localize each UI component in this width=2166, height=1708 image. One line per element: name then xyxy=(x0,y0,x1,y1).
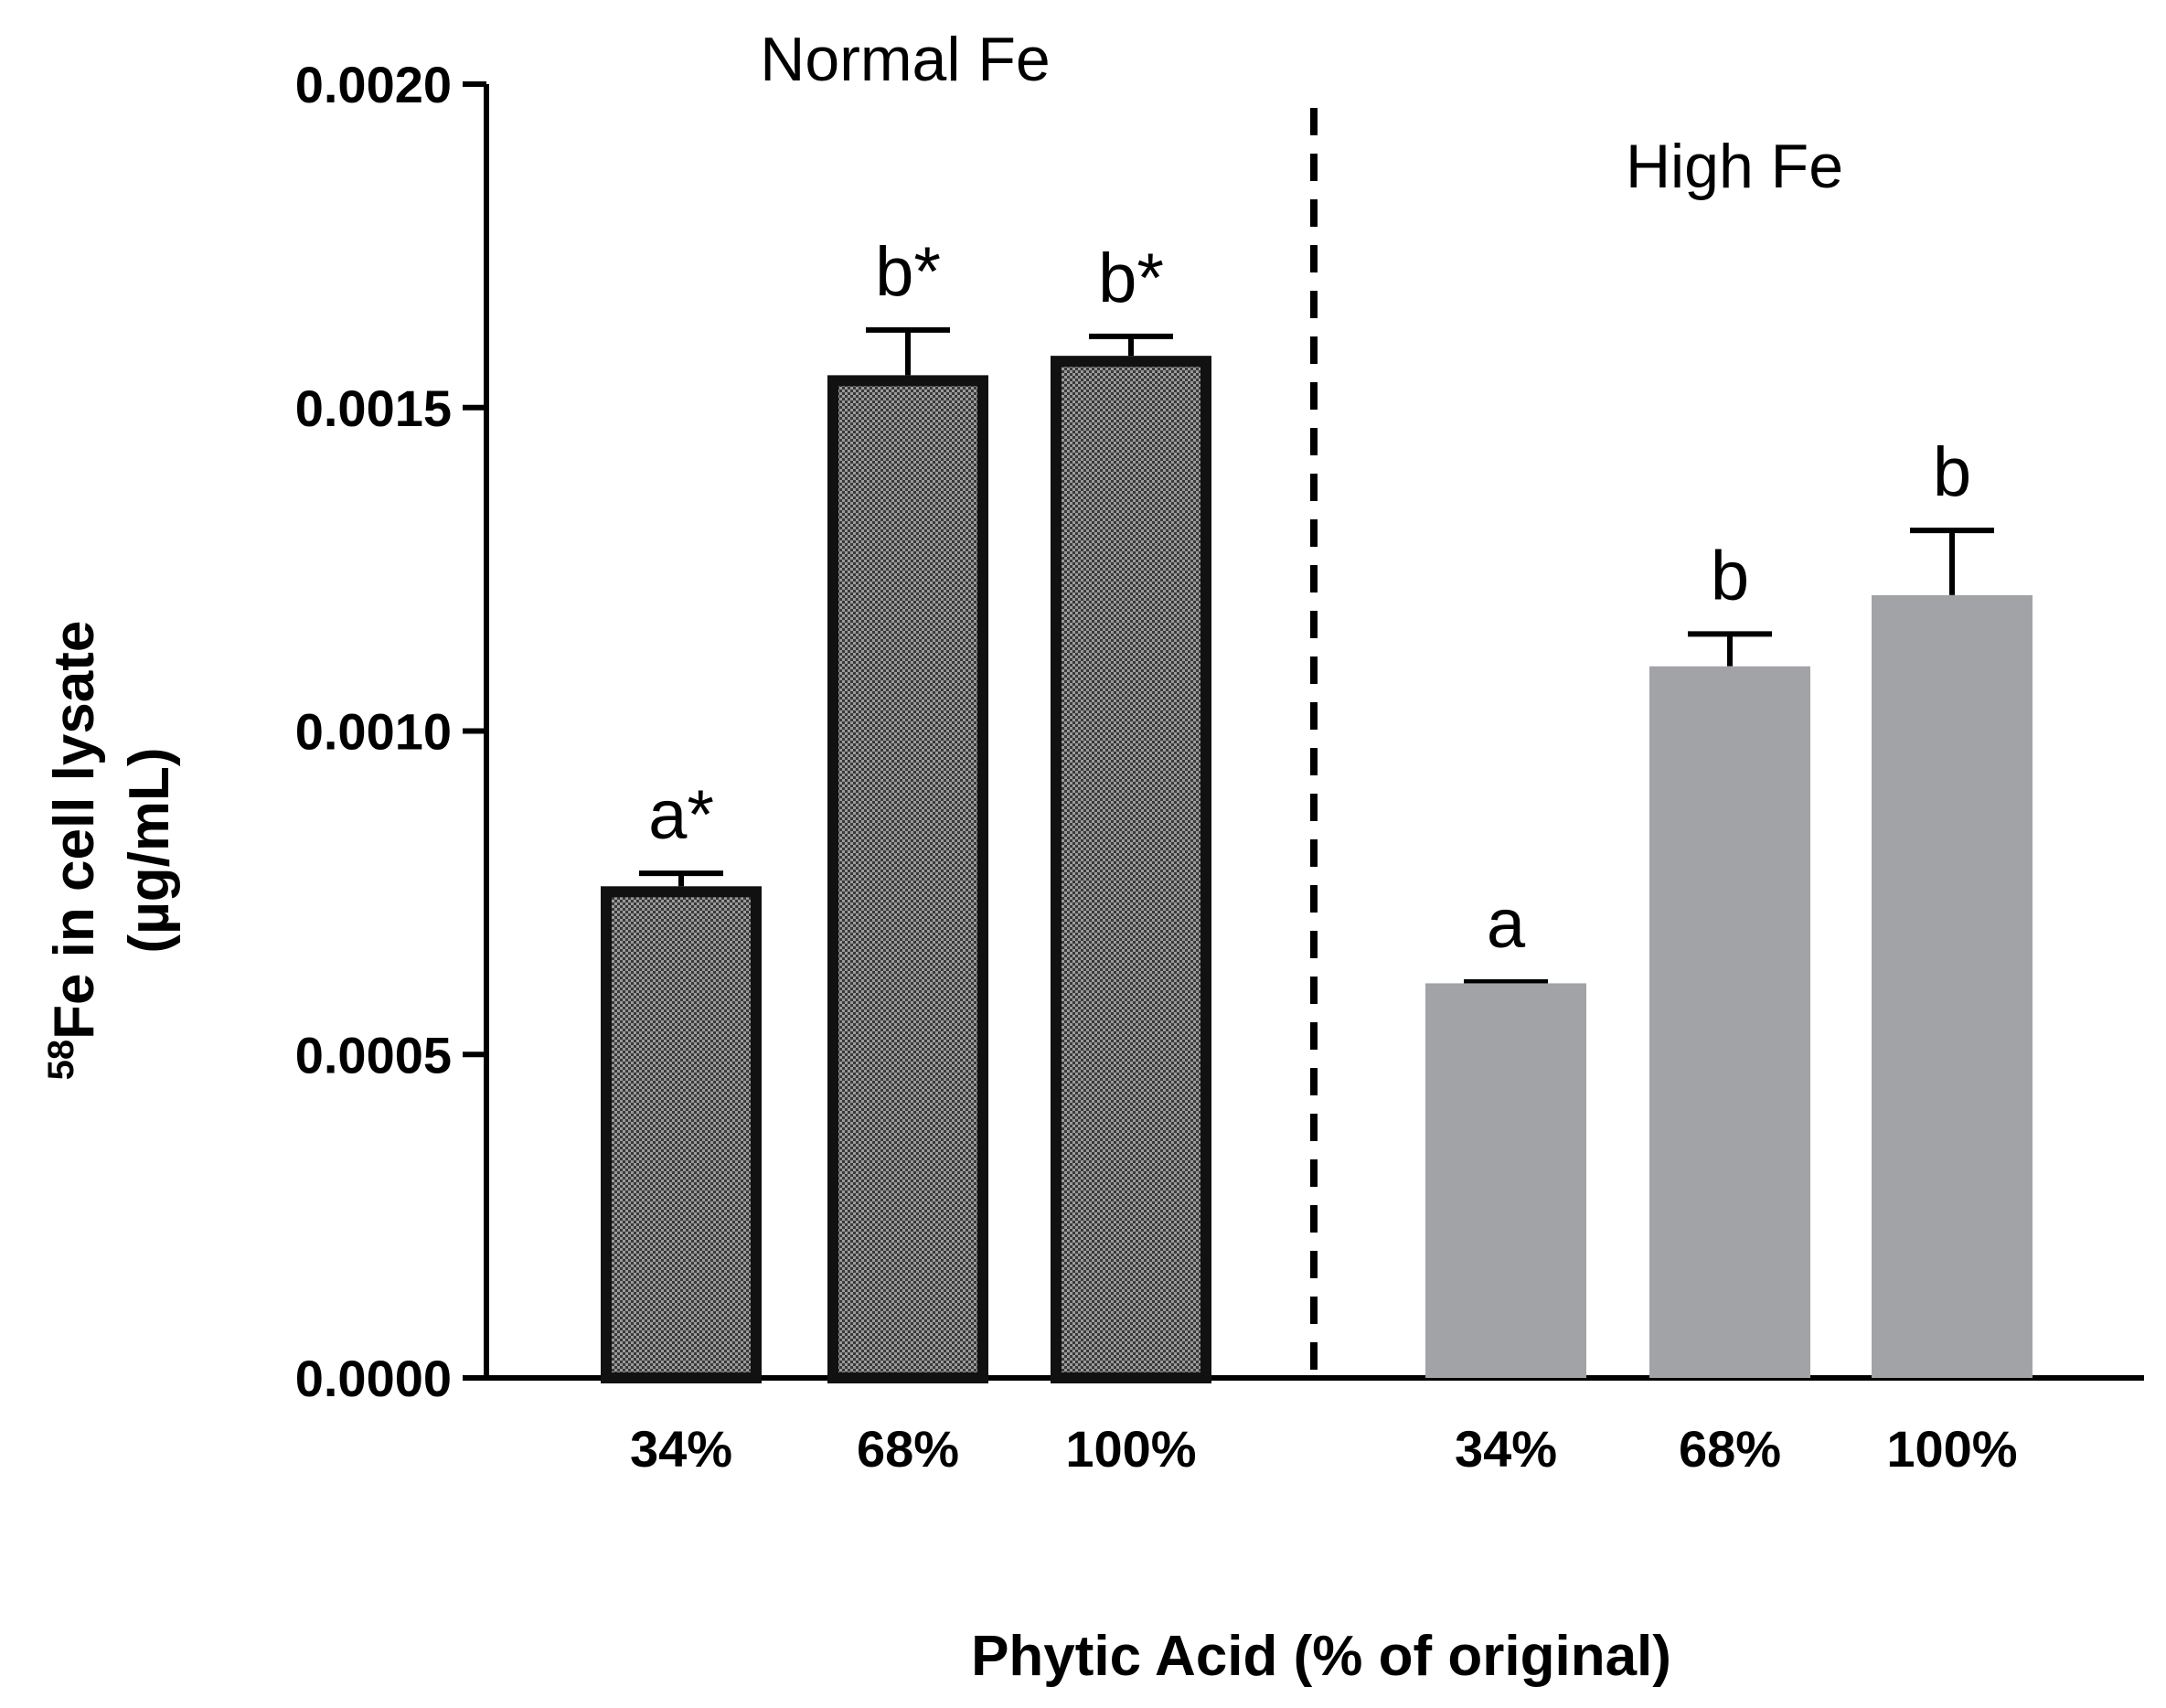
y-tick-label: 0.0015 xyxy=(295,379,452,437)
y-axis-title-superscript: 58 xyxy=(41,1040,81,1081)
bar xyxy=(601,886,762,1383)
bar-group: a xyxy=(1425,885,1586,1378)
bar-group: b xyxy=(1872,433,2033,1378)
bar xyxy=(1872,594,2033,1378)
group-label: Normal Fe xyxy=(760,25,1050,94)
significance-label: b* xyxy=(1098,240,1164,317)
bar-group: b xyxy=(1649,537,1810,1378)
bar-group: b* xyxy=(827,233,988,1383)
x-axis-title: Phytic Acid (% of original) xyxy=(971,1625,1671,1688)
group-label: High Fe xyxy=(1626,132,1843,201)
y-axis-title: 58Fe in cell lysate (µg/mL) xyxy=(41,621,181,1081)
bars: a* b* b* a b b xyxy=(601,233,2033,1383)
significance-label: a* xyxy=(648,776,714,854)
x-tick-label: 34% xyxy=(630,1420,732,1478)
group-labels: Normal Fe High Fe xyxy=(760,25,1843,201)
y-axis-title-line2: (µg/mL) xyxy=(118,747,181,953)
svg-text:58Fe in cell lysate: 58Fe in cell lysate xyxy=(41,621,106,1081)
significance-label: a xyxy=(1487,885,1526,963)
y-axis-title-line1: Fe in cell lysate xyxy=(43,621,106,1040)
significance-label: b xyxy=(1933,433,1971,511)
x-tick-label: 100% xyxy=(1886,1420,2017,1478)
bar xyxy=(1425,983,1586,1378)
y-tick-label: 0.0005 xyxy=(295,1026,452,1084)
significance-label: b* xyxy=(875,233,941,311)
bar xyxy=(827,375,988,1383)
x-tick-label: 34% xyxy=(1455,1420,1557,1478)
x-tick-labels: 34% 68% 100% 34% 68% 100% xyxy=(630,1420,2018,1478)
bar-group: b* xyxy=(1051,240,1211,1383)
bar xyxy=(1051,356,1211,1383)
x-tick-label: 68% xyxy=(1679,1420,1781,1478)
y-tick-label: 0.0000 xyxy=(295,1350,452,1407)
x-tick-label: 100% xyxy=(1065,1420,1196,1478)
y-tick-label: 0.0010 xyxy=(295,703,452,761)
y-tick-label: 0.0020 xyxy=(295,56,452,113)
y-axis: 0.0000 0.0005 0.0010 0.0015 0.0020 xyxy=(295,56,489,1407)
x-tick-label: 68% xyxy=(857,1420,959,1478)
significance-label: b xyxy=(1711,537,1749,614)
bar-group: a* xyxy=(601,776,762,1383)
bar xyxy=(1649,666,1810,1378)
